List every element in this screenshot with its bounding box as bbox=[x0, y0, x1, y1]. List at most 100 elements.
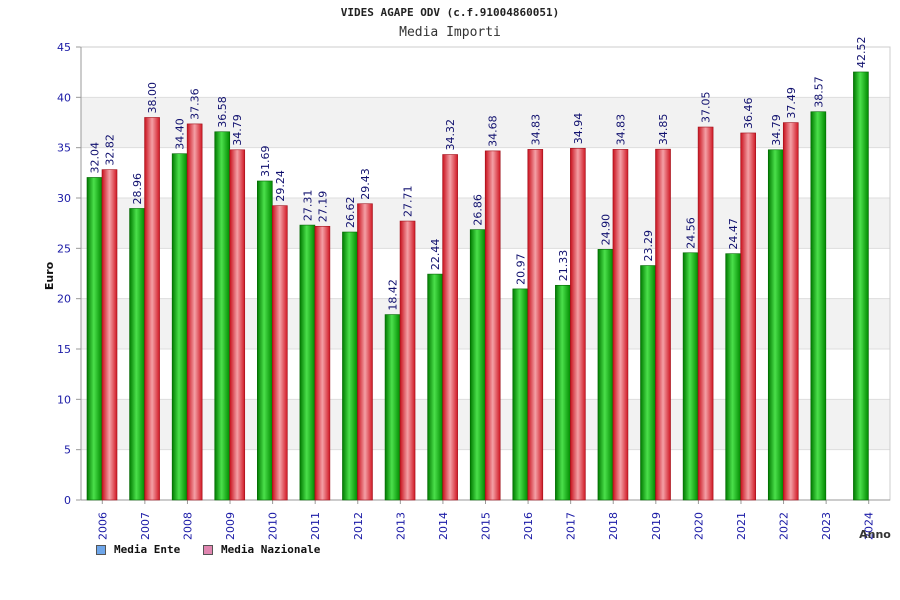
x-tick-label: 2020 bbox=[692, 512, 705, 540]
x-tick-label: 2021 bbox=[735, 512, 748, 540]
data-label: 34.40 bbox=[174, 118, 187, 150]
bar-media-ente bbox=[512, 288, 529, 501]
bar-media-nazionale bbox=[697, 126, 714, 501]
x-tick-label: 2016 bbox=[522, 512, 535, 540]
data-label: 29.43 bbox=[359, 168, 372, 200]
data-label: 29.24 bbox=[274, 170, 287, 202]
x-tick-label: 2023 bbox=[820, 512, 833, 540]
data-label: 34.32 bbox=[444, 119, 457, 151]
x-tick-label: 2013 bbox=[394, 512, 407, 540]
data-label: 31.69 bbox=[259, 145, 272, 177]
x-tick-label: 2006 bbox=[96, 512, 109, 540]
bar-media-nazionale bbox=[570, 147, 586, 501]
legend-label-media-ente: Media Ente bbox=[114, 543, 181, 556]
bar-media-nazionale bbox=[442, 154, 458, 501]
data-label: 38.00 bbox=[146, 82, 159, 114]
data-label: 32.04 bbox=[89, 142, 102, 174]
bar-media-ente bbox=[299, 224, 316, 501]
x-tick-label: 2014 bbox=[437, 512, 450, 540]
data-label: 24.56 bbox=[685, 217, 698, 249]
data-label: 26.86 bbox=[472, 194, 485, 226]
y-tick-label: 40 bbox=[57, 91, 71, 104]
data-label: 32.82 bbox=[104, 134, 117, 166]
data-label: 27.19 bbox=[316, 191, 329, 223]
y-tick-label: 30 bbox=[57, 192, 71, 205]
data-label: 28.96 bbox=[131, 173, 144, 205]
y-tick-label: 10 bbox=[57, 393, 71, 406]
bar-media-nazionale bbox=[357, 203, 373, 501]
data-label: 34.83 bbox=[614, 114, 627, 146]
data-label: 27.71 bbox=[402, 186, 415, 218]
y-tick-label: 5 bbox=[64, 444, 71, 457]
data-label: 26.62 bbox=[344, 197, 357, 229]
bar-media-nazionale bbox=[740, 132, 756, 501]
bar-media-nazionale bbox=[314, 225, 331, 501]
bar-media-ente bbox=[257, 180, 273, 501]
bar-media-ente bbox=[555, 284, 571, 501]
bar-media-ente bbox=[384, 314, 401, 501]
bar-media-nazionale bbox=[272, 205, 288, 501]
bar-media-ente bbox=[597, 249, 614, 501]
bar-media-ente bbox=[129, 208, 145, 501]
bar-media-ente bbox=[86, 177, 103, 501]
y-tick-label: 35 bbox=[57, 142, 71, 155]
bar-media-nazionale bbox=[399, 220, 416, 501]
data-label: 24.90 bbox=[599, 214, 612, 246]
x-tick-label: 2008 bbox=[181, 512, 194, 540]
data-label: 21.33 bbox=[557, 250, 570, 282]
data-label: 37.05 bbox=[700, 92, 713, 124]
bar-media-ente bbox=[469, 229, 486, 501]
bar-media-nazionale bbox=[655, 148, 671, 501]
y-tick-label: 0 bbox=[64, 494, 71, 507]
data-label: 23.29 bbox=[642, 230, 655, 262]
y-tick-label: 20 bbox=[57, 293, 71, 306]
data-label: 34.94 bbox=[572, 113, 585, 145]
data-label: 27.31 bbox=[301, 190, 314, 222]
bar-media-ente bbox=[853, 71, 869, 501]
bar-media-nazionale bbox=[144, 117, 160, 501]
bar-media-ente bbox=[640, 265, 656, 501]
bar-media-nazionale bbox=[186, 123, 203, 501]
data-label: 42.52 bbox=[855, 36, 868, 68]
y-tick-label: 45 bbox=[57, 41, 71, 54]
bar-media-nazionale bbox=[229, 149, 246, 501]
x-tick-label: 2011 bbox=[309, 512, 322, 540]
data-label: 24.47 bbox=[727, 218, 740, 250]
y-axis-label: Euro bbox=[43, 261, 56, 290]
bar-media-ente bbox=[810, 111, 827, 501]
data-label: 22.44 bbox=[429, 239, 442, 271]
x-tick-label: 2024 bbox=[863, 512, 876, 540]
x-tick-label: 2012 bbox=[352, 512, 365, 540]
chart-title: VIDES AGAPE ODV (c.f.91004860051) bbox=[340, 6, 560, 19]
bar-media-nazionale bbox=[527, 149, 544, 501]
y-tick-label: 25 bbox=[57, 242, 71, 255]
x-tick-label: 2017 bbox=[565, 512, 578, 540]
bar-media-ente bbox=[682, 252, 699, 501]
bar-media-ente bbox=[767, 149, 784, 501]
bar-media-ente bbox=[171, 153, 188, 501]
bar-media-nazionale bbox=[101, 169, 118, 501]
x-tick-label: 2010 bbox=[267, 512, 280, 540]
data-label: 34.85 bbox=[657, 114, 670, 146]
data-label: 34.68 bbox=[487, 115, 500, 147]
data-label: 37.36 bbox=[189, 88, 202, 120]
x-tick-label: 2019 bbox=[650, 512, 663, 540]
data-label: 34.79 bbox=[770, 114, 783, 146]
bar-media-nazionale bbox=[484, 150, 501, 501]
data-label: 38.57 bbox=[812, 76, 825, 108]
x-tick-label: 2015 bbox=[480, 512, 493, 540]
x-tick-label: 2018 bbox=[607, 512, 620, 540]
x-axis-label: Anno bbox=[859, 528, 891, 541]
legend-item-media-nazionale: Media Nazionale bbox=[203, 543, 320, 556]
data-label: 18.42 bbox=[387, 279, 400, 311]
chart-subtitle: Media Importi bbox=[399, 25, 501, 40]
data-label: 34.83 bbox=[529, 114, 542, 146]
legend-swatch-media-ente bbox=[96, 544, 106, 555]
legend-item-media-ente: Media Ente bbox=[96, 543, 180, 556]
legend-label-media-nazionale: Media Nazionale bbox=[221, 543, 321, 556]
bar-media-ente bbox=[725, 253, 741, 501]
y-tick-label: 15 bbox=[57, 343, 71, 356]
data-label: 37.49 bbox=[785, 87, 798, 119]
